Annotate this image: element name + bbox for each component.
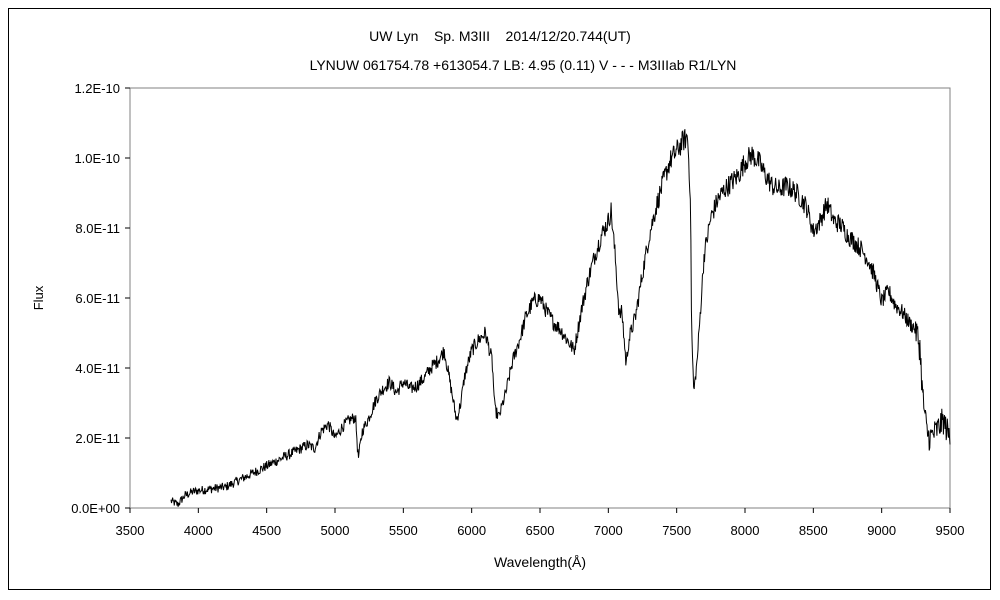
x-tick-label: 5500 xyxy=(389,523,418,538)
x-tick-label: 5000 xyxy=(321,523,350,538)
y-axis: 0.0E+00 2.0E-11 4.0E-11 6.0E-11 8.0E-11 1.0E-… xyxy=(71,81,130,516)
chart-frame xyxy=(8,8,991,590)
y-axis-label: Flux xyxy=(31,285,46,310)
spectrum-line xyxy=(170,129,951,507)
series-group xyxy=(170,129,951,507)
x-tick-label: 4500 xyxy=(252,523,281,538)
x-tick-label: 7500 xyxy=(662,523,691,538)
x-axis-label: Wavelength(Å) xyxy=(494,554,586,570)
chart-title: UW Lyn Sp. M3III 2014/12/20.744(UT) xyxy=(369,28,631,44)
y-tick-label: 4.0E-11 xyxy=(75,361,120,376)
y-tick-label: 8.0E-11 xyxy=(75,221,120,236)
x-tick-label: 6000 xyxy=(457,523,486,538)
chart-subtitle: LYNUW 061754.78 +613054.7 LB: 4.95 (0.11… xyxy=(310,57,737,73)
x-tick-label: 8000 xyxy=(731,523,760,538)
x-tick-label: 8500 xyxy=(799,523,828,538)
y-tick-label: 6.0E-11 xyxy=(75,291,120,306)
y-tick-label: 1.2E-10 xyxy=(74,81,120,96)
x-tick-label: 4000 xyxy=(184,523,213,538)
x-tick-label: 9000 xyxy=(867,523,896,538)
x-tick-label: 9500 xyxy=(936,523,965,538)
x-axis: 3500 4000 4500 5000 5500 6000 6500 7000 7500 8000… xyxy=(116,508,965,538)
y-tick-label: 1.0E-10 xyxy=(74,151,120,166)
y-tick-label: 0.0E+00 xyxy=(71,501,120,516)
x-tick-label: 7000 xyxy=(594,523,623,538)
x-tick-label: 3500 xyxy=(116,523,145,538)
y-tick-label: 2.0E-11 xyxy=(75,431,120,446)
x-tick-label: 6500 xyxy=(526,523,555,538)
